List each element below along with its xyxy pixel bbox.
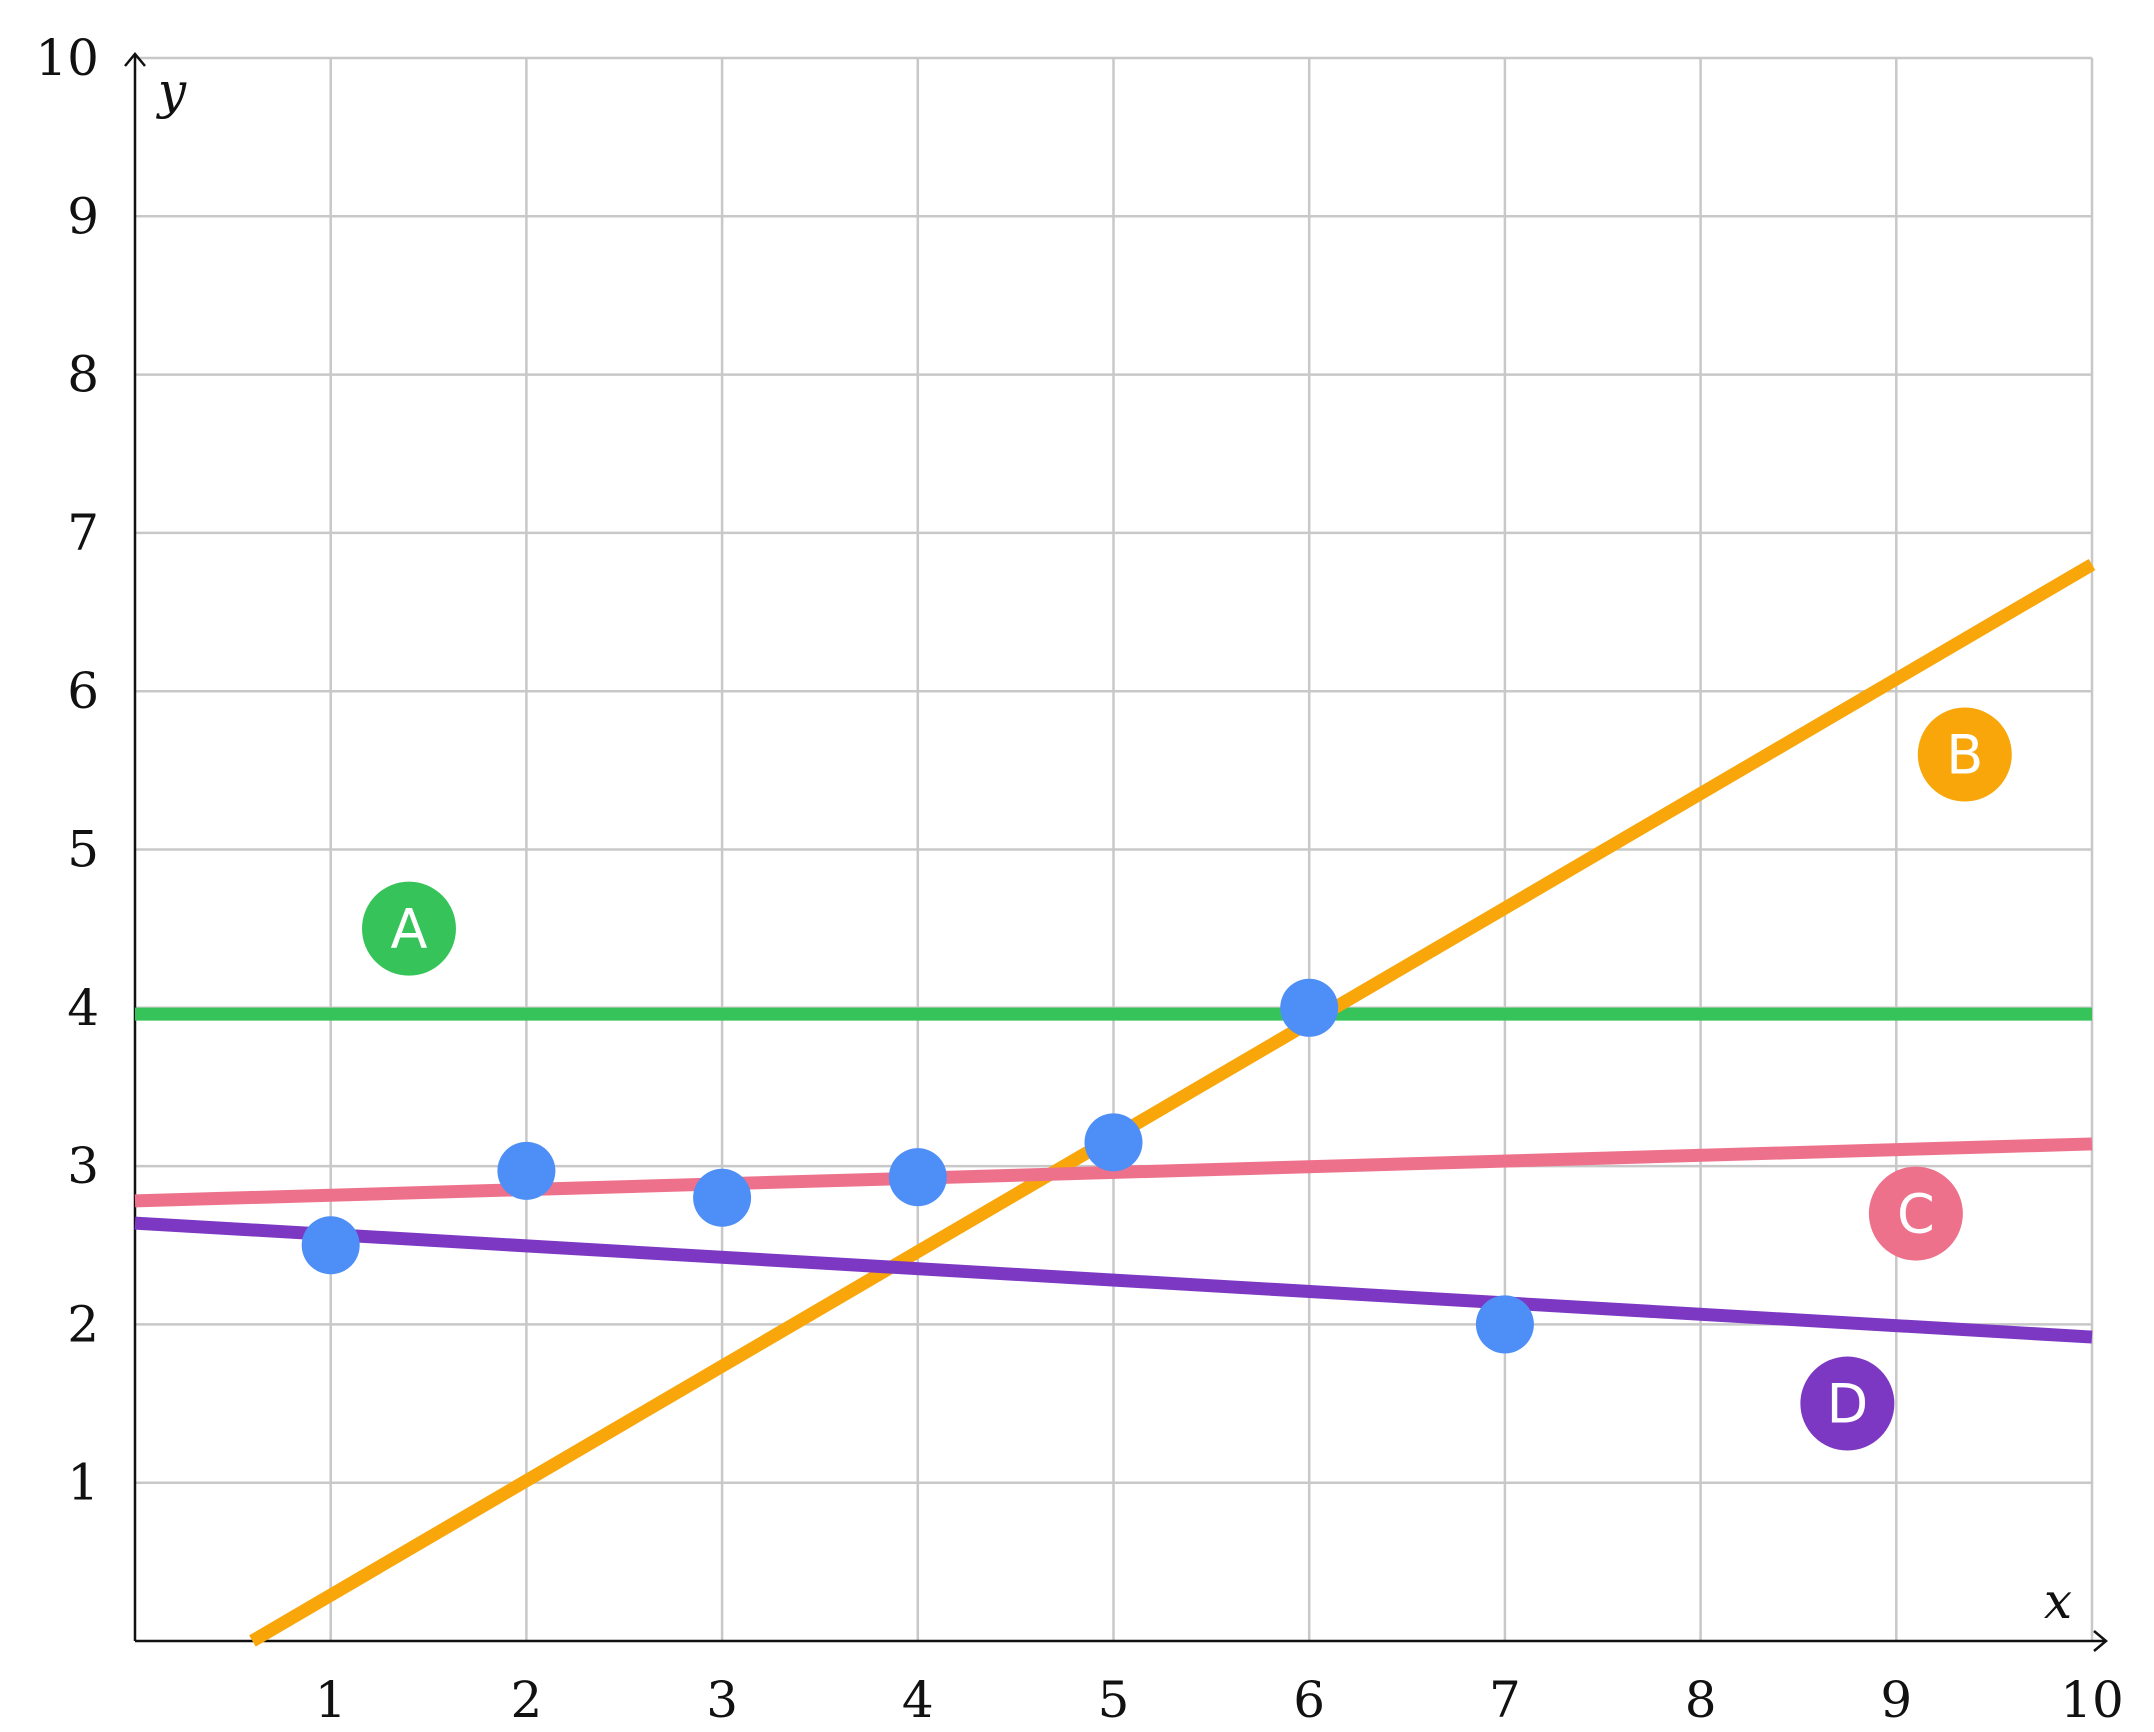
badge-label: C xyxy=(1897,1183,1935,1246)
badge-circle xyxy=(1800,1356,1895,1451)
y-axis-arrow xyxy=(124,52,146,67)
y-tick-label: 3 xyxy=(67,1137,99,1195)
axes xyxy=(124,52,2108,1652)
data-point xyxy=(1280,978,1339,1037)
line-badges: A B C D xyxy=(361,707,2012,1451)
data-point xyxy=(301,1216,360,1275)
badge-label: A xyxy=(391,898,428,961)
data-point xyxy=(497,1141,556,1200)
y-tick-label: 4 xyxy=(67,979,99,1037)
y-tick-label: 7 xyxy=(67,504,99,562)
badge-b: B xyxy=(1917,707,2012,802)
badge-circle xyxy=(361,881,456,976)
data-point xyxy=(1475,1295,1534,1354)
data-point xyxy=(693,1168,752,1227)
badge-circle xyxy=(1917,707,2012,802)
y-tick-label: 10 xyxy=(35,29,99,87)
line-c xyxy=(134,1137,2093,1208)
line-d xyxy=(134,1216,2093,1344)
x-tick-label: 1 xyxy=(315,1671,347,1729)
data-point xyxy=(888,1148,947,1207)
tick-labels: 1 2 3 4 5 6 7 8 9 10 1 2 3 4 5 6 7 8 9 10 xyxy=(35,29,2123,1729)
x-tick-label: 5 xyxy=(1098,1671,1130,1729)
y-tick-label: 5 xyxy=(67,821,99,879)
line-b xyxy=(249,558,2096,1647)
badge-label: B xyxy=(1946,724,1983,787)
badge-c: C xyxy=(1868,1166,1963,1261)
grid xyxy=(135,56,2094,1641)
y-tick-label: 6 xyxy=(67,662,99,720)
fit-lines xyxy=(134,558,2096,1647)
x-axis-arrow xyxy=(2093,1630,2108,1652)
x-tick-label: 10 xyxy=(2060,1671,2124,1729)
badge-d: D xyxy=(1800,1356,1895,1451)
x-tick-label: 8 xyxy=(1685,1671,1717,1729)
data-point xyxy=(1084,1113,1143,1172)
badge-circle xyxy=(1868,1166,1963,1261)
x-axis-label: x xyxy=(2044,1572,2072,1630)
x-tick-label: 7 xyxy=(1489,1671,1521,1729)
y-tick-label: 8 xyxy=(67,346,99,404)
data-points xyxy=(301,978,1534,1354)
y-axis-label: y xyxy=(156,62,187,120)
y-tick-label: 2 xyxy=(67,1295,99,1353)
x-tick-label: 2 xyxy=(510,1671,542,1729)
x-tick-label: 4 xyxy=(902,1671,934,1729)
badge-label: D xyxy=(1827,1373,1869,1436)
x-tick-label: 9 xyxy=(1880,1671,1912,1729)
y-tick-label: 9 xyxy=(67,187,99,245)
x-tick-label: 3 xyxy=(706,1671,738,1729)
badge-a: A xyxy=(361,881,456,976)
y-tick-label: 1 xyxy=(67,1454,99,1512)
x-tick-label: 6 xyxy=(1293,1671,1325,1729)
